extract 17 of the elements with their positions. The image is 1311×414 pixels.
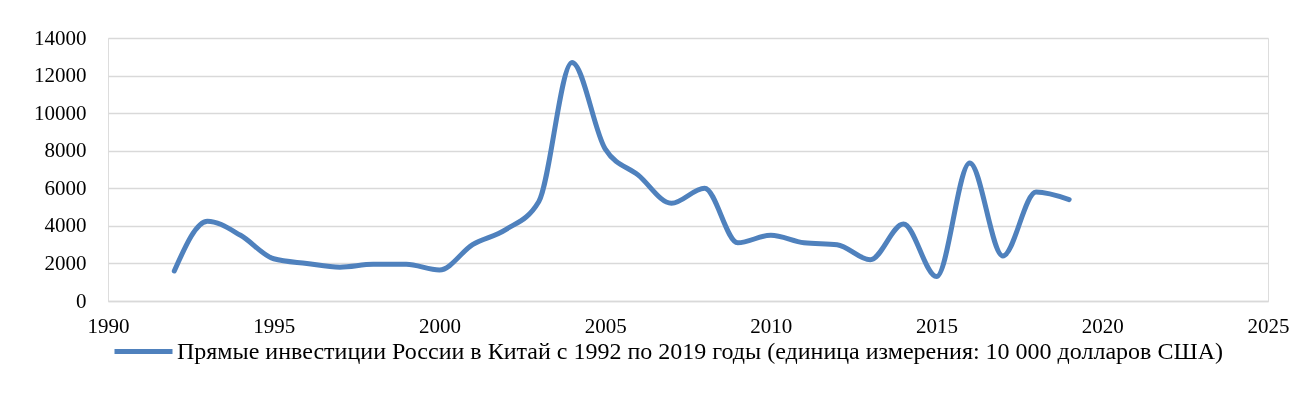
x-tick-label: 2000 [418, 313, 461, 338]
x-tick-label: 2015 [916, 313, 959, 338]
y-tick-label: 8000 [44, 138, 87, 163]
y-tick-label: 0 [76, 288, 87, 313]
x-tick-label: 2005 [584, 313, 627, 338]
y-tick-label: 4000 [44, 213, 87, 238]
y-tick-label: 2000 [44, 250, 87, 275]
y-tick-label: 12000 [34, 63, 87, 88]
y-tick-label: 10000 [34, 100, 87, 125]
x-tick-label: 2020 [1081, 313, 1124, 338]
legend-label: Прямые инвестиции России в Китай с 1992 по 2019 годы (единица измерения: 10 000 долларов США) [177, 337, 1223, 364]
x-tick-label: 1995 [253, 313, 296, 338]
x-tick-label: 1990 [87, 313, 130, 338]
x-tick-label: 2025 [1247, 313, 1290, 338]
y-tick-label: 6000 [44, 175, 87, 200]
y-tick-label: 14000 [34, 25, 87, 50]
x-tick-label: 2010 [750, 313, 793, 338]
